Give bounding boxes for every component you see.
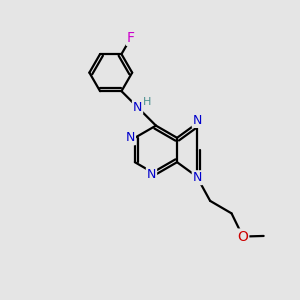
Text: F: F bbox=[127, 31, 135, 45]
Text: N: N bbox=[193, 114, 202, 127]
Text: N: N bbox=[126, 131, 135, 144]
Text: O: O bbox=[237, 230, 248, 244]
Text: N: N bbox=[193, 171, 202, 184]
Text: N: N bbox=[147, 168, 156, 181]
Text: N: N bbox=[133, 101, 142, 114]
Text: H: H bbox=[143, 97, 151, 107]
